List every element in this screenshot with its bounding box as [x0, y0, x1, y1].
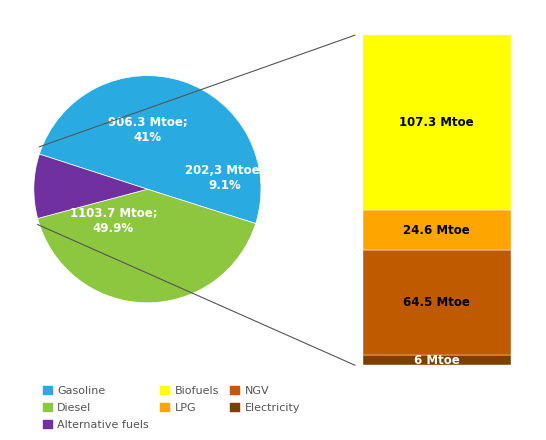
Wedge shape: [34, 154, 147, 218]
Wedge shape: [39, 76, 261, 224]
Text: 107.3 Mtoe: 107.3 Mtoe: [400, 116, 474, 129]
Text: 1103.7 Mtoe;
49.9%: 1103.7 Mtoe; 49.9%: [69, 207, 157, 235]
Legend: Gasoline, Diesel, Alternative fuels, Biofuels, LPG, NGV, Electricity: Gasoline, Diesel, Alternative fuels, Bio…: [38, 381, 304, 434]
Bar: [363, 356, 511, 365]
Text: 24.6 Mtoe: 24.6 Mtoe: [403, 224, 470, 237]
Text: 64.5 Mtoe: 64.5 Mtoe: [403, 296, 470, 309]
Bar: [363, 250, 511, 356]
Text: 6 Mtoe: 6 Mtoe: [414, 354, 460, 367]
Text: 906.3 Mtoe;
41%: 906.3 Mtoe; 41%: [108, 116, 187, 144]
Bar: [363, 35, 511, 210]
Text: 202,3 Mtoe;
9.1%: 202,3 Mtoe; 9.1%: [185, 164, 264, 192]
Wedge shape: [38, 189, 256, 303]
Bar: [363, 210, 511, 250]
